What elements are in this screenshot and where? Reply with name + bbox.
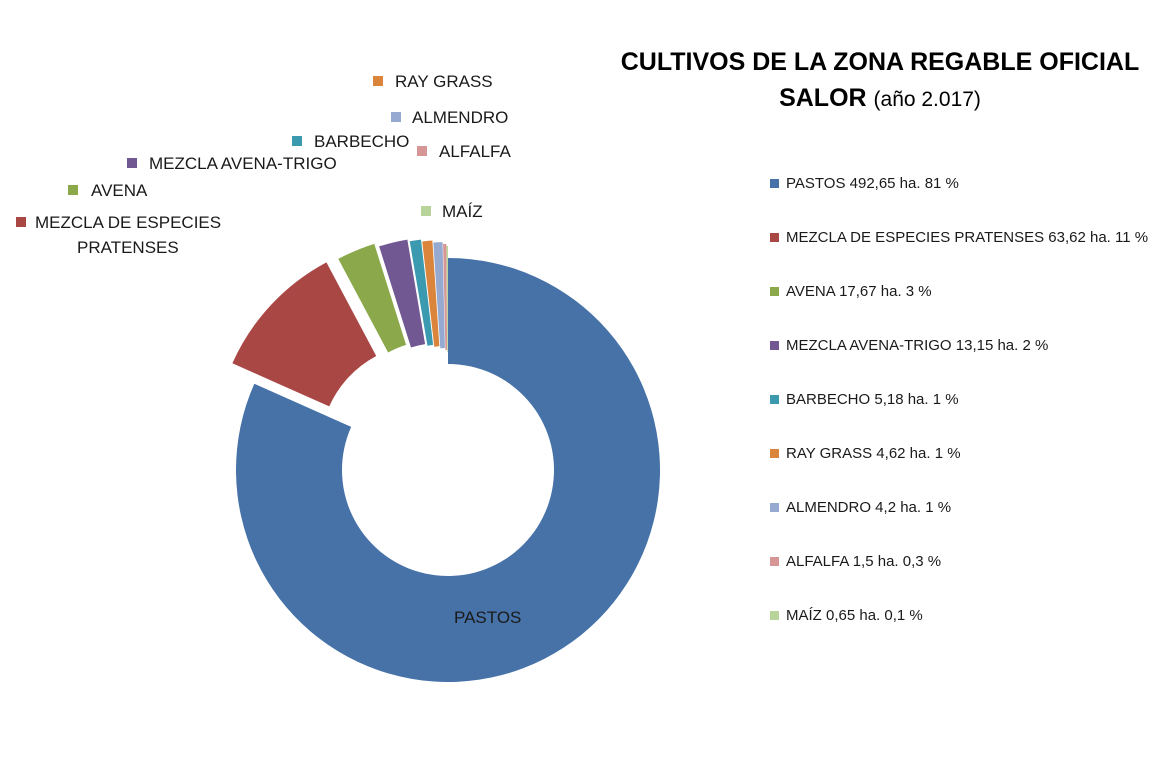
slice-label: PASTOS (454, 608, 521, 627)
slice-label-swatch (373, 76, 383, 86)
slice-mezcla-de-especies-pratenses (232, 262, 377, 407)
legend-swatch (770, 502, 779, 512)
slice-label: RAY GRASS (395, 72, 493, 91)
legend-label: AVENA 17,67 ha. 3 % (786, 282, 932, 300)
slice-label: AVENA (91, 181, 148, 200)
slice-almendro (433, 242, 445, 349)
legend-swatch (770, 286, 779, 296)
legend-swatch (770, 394, 779, 404)
legend-label: BARBECHO 5,18 ha. 1 % (786, 390, 959, 408)
chart-title: CULTIVOS DE LA ZONA REGABLE OFICIAL SALO… (600, 44, 1160, 118)
legend-label: MAÍZ 0,65 ha. 0,1 % (786, 606, 923, 624)
legend-label: ALMENDRO 4,2 ha. 1 % (786, 498, 952, 516)
legend-label: PASTOS 492,65 ha. 81 % (786, 174, 959, 192)
doughnut-slices (232, 239, 660, 682)
slice-label: ALMENDRO (412, 108, 508, 127)
legend-label: MEZCLA AVENA-TRIGO 13,15 ha. 2 % (786, 336, 1049, 354)
legend-swatch (770, 448, 779, 458)
legend-label: ALFALFA 1,5 ha. 0,3 % (786, 552, 942, 570)
slice-label: ALFALFA (439, 142, 511, 161)
legend-item: ALFALFA 1,5 ha. 0,3 % (770, 550, 941, 572)
slice-label-swatch (127, 158, 137, 168)
legend-item: MAÍZ 0,65 ha. 0,1 % (770, 604, 923, 626)
legend-item: ALMENDRO 4,2 ha. 1 % (770, 496, 951, 518)
legend-swatch (770, 340, 779, 350)
slice-label: BARBECHO (314, 132, 409, 151)
slice-label-swatch (68, 185, 78, 195)
legend-item: BARBECHO 5,18 ha. 1 % (770, 388, 959, 410)
legend-item: PASTOS 492,65 ha. 81 % (770, 172, 959, 194)
slice-label-swatch (421, 206, 431, 216)
slice-avena (338, 243, 407, 353)
slice-label: MEZCLA AVENA-TRIGO (149, 154, 337, 173)
legend-swatch (770, 610, 779, 620)
slice-label-swatch (292, 136, 302, 146)
slice-label: MEZCLA DE ESPECIES PRATENSES (35, 213, 221, 257)
legend-item: AVENA 17,67 ha. 3 % (770, 280, 932, 302)
slice-labels: PASTOS MEZCLA DE ESPECIES PRATENSES AVENAME… (16, 72, 521, 627)
legend-item: RAY GRASS 4,62 ha. 1 % (770, 442, 961, 464)
chart-title-line-2: SALOR (779, 84, 867, 112)
slice-ma-z (446, 246, 448, 353)
slice-alfalfa (443, 244, 448, 351)
chart-title-line-1: CULTIVOS DE LA ZONA REGABLE OFICIAL (620, 48, 1140, 76)
legend-label: MEZCLA DE ESPECIES PRATENSES 63,62 ha. 1… (786, 228, 1149, 246)
legend-item: MEZCLA AVENA-TRIGO 13,15 ha. 2 % (770, 334, 1048, 356)
slice-label: MAÍZ (442, 202, 483, 221)
legend-swatch (770, 556, 779, 566)
slice-label-swatch (391, 112, 401, 122)
legend-swatch (770, 232, 779, 242)
slice-mezcla-avena-trigo (379, 239, 426, 348)
legend-label: RAY GRASS 4,62 ha. 1 % (786, 444, 961, 462)
slice-barbecho (409, 239, 434, 346)
slice-label-swatch (417, 146, 427, 156)
legend-item: MEZCLA DE ESPECIES PRATENSES 63,62 ha. 1… (770, 226, 1148, 248)
slice-ray-grass (422, 240, 440, 347)
slice-pastos (235, 258, 660, 682)
chart-title-year: (año 2.017) (873, 88, 981, 111)
legend-swatch (770, 178, 779, 188)
slice-label-swatch (16, 217, 26, 227)
